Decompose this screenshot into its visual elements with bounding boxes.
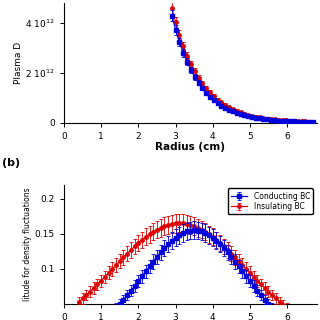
X-axis label: Radius (cm): Radius (cm) (156, 142, 225, 152)
Text: (b): (b) (2, 158, 20, 168)
Y-axis label: litude for density fluctuations: litude for density fluctuations (23, 188, 32, 301)
Legend: Conducting BC, Insulating BC: Conducting BC, Insulating BC (228, 188, 313, 214)
Y-axis label: Plasma D: Plasma D (14, 42, 23, 84)
